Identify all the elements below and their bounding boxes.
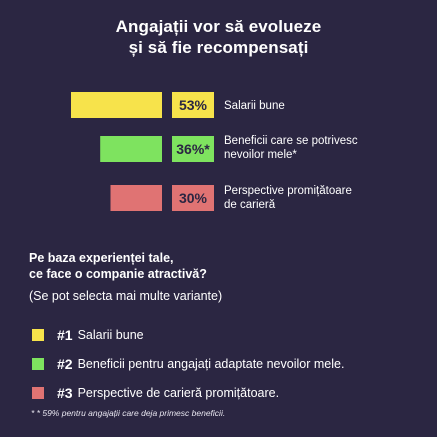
value-label-box-1 bbox=[172, 92, 214, 118]
legend-swatch-green bbox=[32, 358, 44, 370]
value-label-3: 30% bbox=[179, 190, 208, 206]
legend-rank: #3 bbox=[57, 385, 73, 401]
bar-chart: 53% 36%* 30% bbox=[71, 92, 214, 211]
legend-text: Beneficii pentru angajați adaptate nevoi… bbox=[77, 357, 345, 371]
legend-swatch-red bbox=[32, 387, 44, 399]
bar-1 bbox=[71, 92, 162, 118]
footnote: * * 59% pentru angajații care deja prime… bbox=[31, 408, 226, 418]
title-line-2: și să fie recompensați bbox=[128, 38, 309, 57]
bar-3 bbox=[110, 185, 162, 211]
legend-text: Salarii bune bbox=[77, 328, 144, 342]
category-label-1: Salarii bune bbox=[224, 100, 285, 112]
value-label-2: 36%* bbox=[176, 141, 210, 157]
legend-item-3: #3 Perspective de carieră promițătoare. bbox=[32, 385, 279, 401]
question-heading: Pe baza experienței tale, ce face o comp… bbox=[29, 250, 207, 282]
multiple-choice-hint: (Se pot selecta mai multe variante) bbox=[29, 289, 223, 303]
category-label-3: Perspective promițătoare de carieră bbox=[224, 185, 352, 211]
bar-2 bbox=[100, 136, 162, 162]
value-label-1: 53% bbox=[179, 97, 208, 113]
legend-rank: #1 bbox=[57, 327, 73, 343]
value-label-box-3 bbox=[172, 185, 214, 211]
legend-item-2: #2 Beneficii pentru angajați adaptate ne… bbox=[32, 356, 344, 372]
category-label-2: Beneficii care se potrivesc nevoilor mel… bbox=[224, 135, 358, 161]
title-line-1: Angajații vor să evolueze bbox=[115, 17, 322, 36]
legend-text: Perspective de carieră promițătoare. bbox=[77, 386, 280, 400]
question-line-1: Pe baza experienței tale, bbox=[29, 251, 174, 265]
chart-title: Angajații vor să evolueze și să fie reco… bbox=[0, 16, 437, 58]
question-line-2: ce face o companie atractivă? bbox=[29, 267, 207, 281]
legend-item-1: #1 Salarii bune bbox=[32, 327, 144, 343]
legend-rank: #2 bbox=[57, 356, 73, 372]
legend-swatch-yellow bbox=[32, 329, 44, 341]
value-label-box-2 bbox=[172, 136, 214, 162]
